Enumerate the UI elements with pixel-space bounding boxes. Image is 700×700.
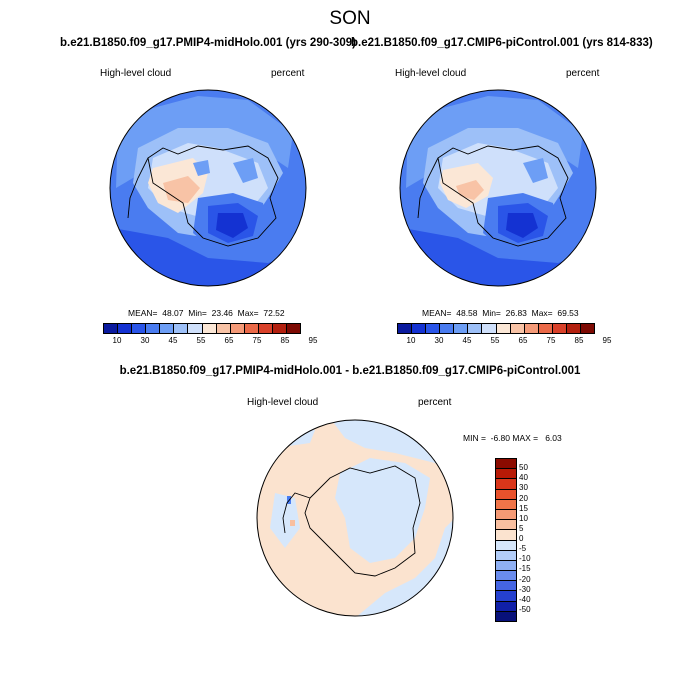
control-colorbar-tick-label: 95 — [602, 336, 612, 345]
control-colorbar-swatch — [581, 324, 595, 333]
control-colorbar-swatch — [566, 324, 582, 333]
season-title: SON — [329, 8, 371, 29]
diff-colorbar-tick-label: 40 — [519, 473, 528, 483]
control-colorbar-swatch — [552, 324, 567, 333]
diff-colorbar-tick-label: -15 — [519, 564, 531, 574]
test-colorbar-swatch — [272, 324, 288, 333]
control-case-title: b.e21.B1850.f09_g17.CMIP6-piControl.001 … — [351, 37, 653, 49]
diff-colorbar-tick-label: -30 — [519, 584, 531, 594]
diff-units-label: percent — [418, 397, 452, 408]
control-colorbar-tick-label: 65 — [518, 336, 528, 345]
diff-colorbar-swatch — [496, 571, 516, 582]
diff-colorbar-tick-label: 30 — [519, 483, 528, 493]
diff-colorbar-swatch — [496, 509, 516, 521]
control-colorbar-swatch — [412, 324, 427, 333]
test-colorbar — [103, 323, 301, 334]
control-colorbar — [397, 323, 595, 334]
control-colorbar-tick-label: 30 — [434, 336, 444, 345]
test-colorbar-swatch — [258, 324, 273, 333]
test-colorbar-swatch — [104, 324, 119, 333]
test-colorbar-swatch — [174, 324, 189, 333]
test-colorbar-tick-label: 45 — [168, 336, 178, 345]
test-colorbar-swatch — [216, 324, 231, 333]
test-colorbar-swatch — [202, 324, 217, 333]
diff-colorbar-tick-label: -50 — [519, 604, 531, 614]
control-colorbar-tick-label: 75 — [546, 336, 556, 345]
control-variable-label: High-level cloud — [395, 68, 467, 79]
diff-polar-map — [256, 419, 454, 617]
diff-stats: MIN = -6.80 MAX = 6.03 — [463, 433, 562, 443]
diff-colorbar-swatch — [496, 530, 516, 541]
test-colorbar-swatch — [132, 324, 147, 333]
test-colorbar-swatch — [160, 324, 175, 333]
diff-colorbar-swatch — [496, 591, 516, 602]
test-variable-label: High-level cloud — [100, 68, 172, 79]
test-colorbar-tick-label: 65 — [224, 336, 234, 345]
test-colorbar-tick-label: 95 — [308, 336, 318, 345]
diff-colorbar-swatch — [496, 489, 516, 500]
diff-colorbar-swatch — [496, 469, 516, 480]
diff-title: b.e21.B1850.f09_g17.PMIP4-midHolo.001 - … — [119, 365, 581, 377]
control-stats: MEAN= 48.58 Min= 26.83 Max= 69.53 — [422, 308, 579, 318]
diff-colorbar-tick-label: 15 — [519, 503, 528, 513]
diff-colorbar-swatch — [496, 560, 516, 572]
test-colorbar-tick-label: 30 — [140, 336, 150, 345]
test-colorbar-swatch — [188, 324, 203, 333]
control-colorbar-tick-label: 45 — [462, 336, 472, 345]
control-colorbar-swatch — [524, 324, 539, 333]
test-colorbar-ticks: 10 30 45 55 65 75 85 95 — [103, 336, 318, 348]
test-case-title: b.e21.B1850.f09_g17.PMIP4-midHolo.001 (y… — [60, 37, 356, 49]
test-colorbar-tick-label: 10 — [112, 336, 122, 345]
diff-colorbar-swatch — [496, 611, 516, 621]
control-colorbar-swatch — [454, 324, 469, 333]
diff-colorbar-swatch — [496, 550, 516, 561]
control-colorbar-swatch — [538, 324, 553, 333]
control-colorbar-tick-label: 85 — [574, 336, 584, 345]
control-colorbar-swatch — [398, 324, 413, 333]
diff-colorbar-tick-label: -10 — [519, 554, 531, 564]
control-colorbar-swatch — [468, 324, 483, 333]
test-colorbar-swatch — [230, 324, 245, 333]
test-colorbar-swatch — [146, 324, 161, 333]
control-polar-map — [399, 89, 597, 287]
diff-colorbar-tick-label: 0 — [519, 534, 524, 543]
control-colorbar-swatch — [440, 324, 455, 333]
test-stats: MEAN= 48.07 Min= 23.46 Max= 72.52 — [128, 308, 285, 318]
diff-colorbar-swatch — [496, 459, 516, 470]
control-colorbar-tick-label: 10 — [406, 336, 416, 345]
diff-colorbar-swatch — [496, 479, 516, 490]
control-colorbar-ticks: 10 30 45 55 65 75 85 95 — [397, 336, 612, 348]
test-colorbar-swatch — [244, 324, 259, 333]
control-colorbar-swatch — [496, 324, 511, 333]
test-colorbar-tick-label: 75 — [252, 336, 262, 345]
control-units-label: percent — [566, 68, 600, 79]
test-colorbar-tick-label: 55 — [196, 336, 206, 345]
diff-colorbar-tick-label: 50 — [519, 463, 528, 473]
test-polar-map — [109, 89, 307, 287]
diff-colorbar-tick-label: 20 — [519, 493, 528, 503]
diff-colorbar-tick-label: -20 — [519, 574, 531, 584]
test-colorbar-swatch — [287, 324, 301, 333]
diff-colorbar-tick-label: 10 — [519, 513, 528, 523]
diff-colorbar-tick-label: -40 — [519, 594, 531, 604]
diff-colorbar-swatch — [496, 540, 516, 551]
control-colorbar-swatch — [426, 324, 441, 333]
control-colorbar-swatch — [482, 324, 497, 333]
test-units-label: percent — [271, 68, 305, 79]
diff-variable-label: High-level cloud — [247, 397, 319, 408]
diff-colorbar — [495, 458, 517, 622]
test-colorbar-tick-label: 85 — [280, 336, 290, 345]
diff-colorbar-swatch — [496, 499, 516, 510]
diff-colorbar-swatch — [496, 581, 516, 592]
diff-colorbar-tick-label: 5 — [519, 523, 524, 533]
control-colorbar-tick-label: 55 — [490, 336, 500, 345]
diff-colorbar-swatch — [496, 601, 516, 612]
test-colorbar-swatch — [118, 324, 133, 333]
diff-colorbar-swatch — [496, 520, 516, 531]
control-colorbar-swatch — [510, 324, 525, 333]
diff-colorbar-ticks: 50 40 30 20 15 10 5 0 -5 -10 -15 -20 -30 -40 -50 — [519, 458, 549, 620]
diff-colorbar-tick-label: -5 — [519, 544, 527, 554]
